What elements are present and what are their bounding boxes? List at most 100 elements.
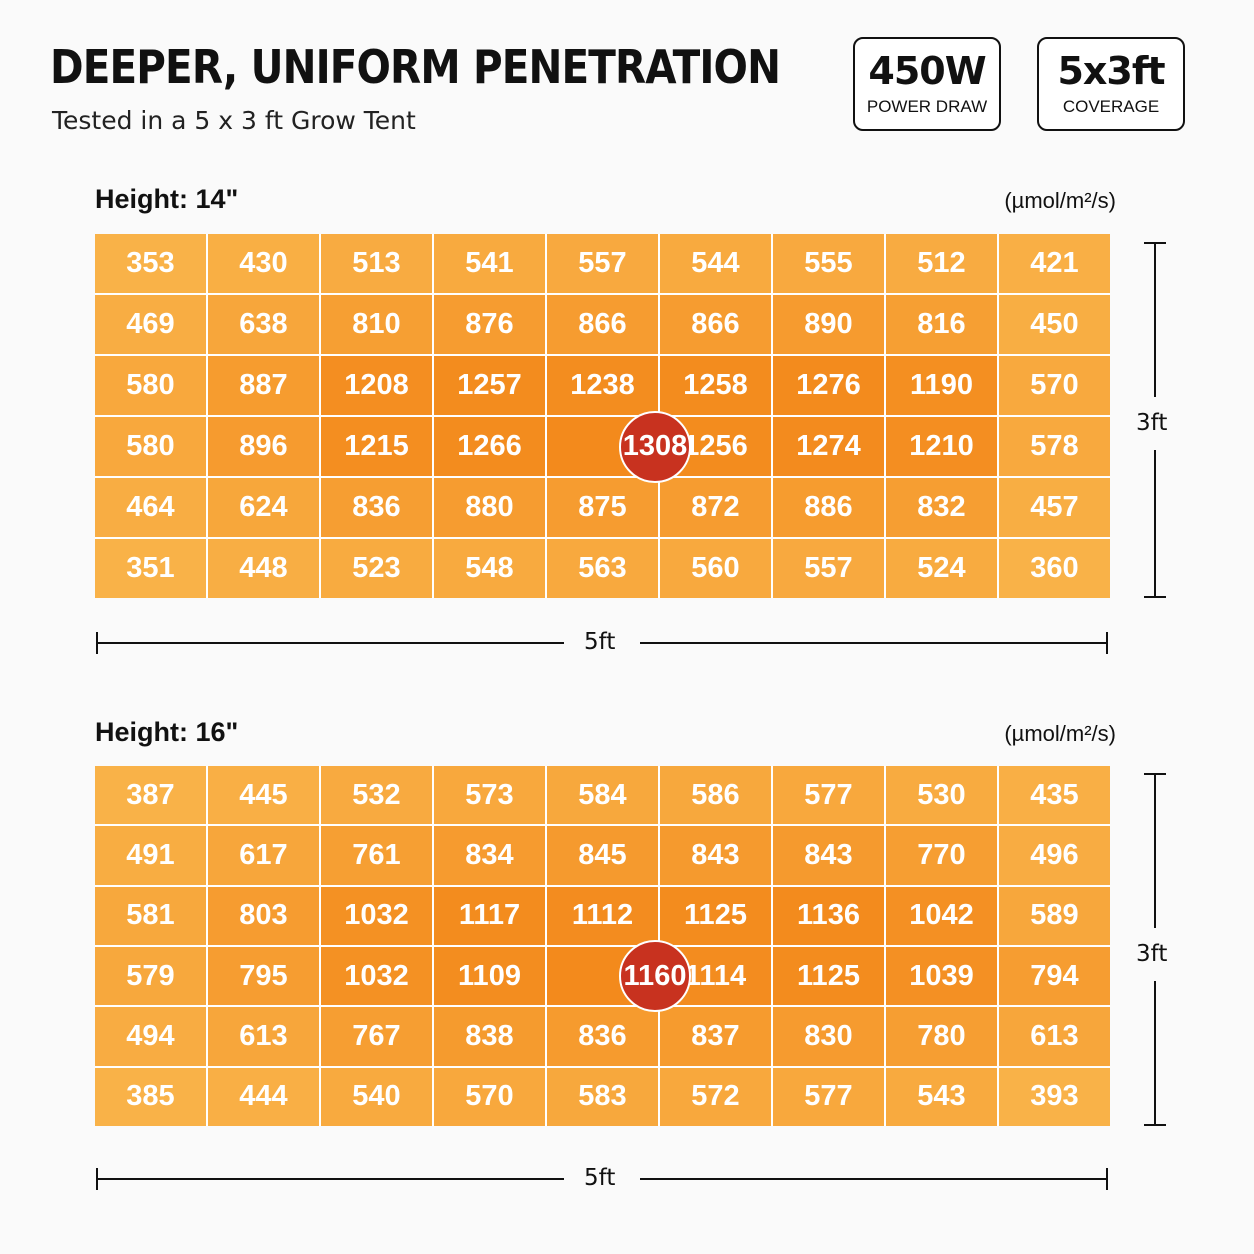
dimension-line: [1154, 450, 1156, 598]
cell-value: 513: [352, 247, 401, 279]
dimension-cap: [1144, 596, 1166, 598]
heatmap-cell: 886: [773, 478, 884, 537]
power-draw-value: 450W: [868, 49, 986, 93]
cell-value: 1210: [909, 430, 974, 462]
heatmap-cell: 448: [208, 539, 319, 598]
coverage-badge: 5x3ft COVERAGE: [1037, 37, 1185, 131]
heatmap-cell: 890: [773, 295, 884, 354]
heatmap-cell: 803: [208, 886, 319, 945]
cell-value: 543: [917, 1080, 966, 1113]
heatmap-cell: 491: [95, 826, 206, 885]
heatmap-cell: 872: [660, 478, 771, 537]
cell-value: 570: [1030, 369, 1079, 401]
heatmap-cell: 843: [773, 826, 884, 885]
heatmap-cell: 1210: [886, 417, 997, 476]
cell-value: 834: [465, 838, 514, 871]
cell-value: 530: [917, 778, 966, 811]
cell-value: 780: [917, 1019, 966, 1052]
heatmap-cell: 445: [208, 766, 319, 825]
cell-value: 1117: [458, 899, 521, 932]
cell-value: 1032: [344, 899, 409, 932]
coverage-value: 5x3ft: [1057, 49, 1165, 93]
cell-value: 435: [1030, 778, 1079, 811]
heatmap-cell: 579: [95, 946, 206, 1006]
cell-value: 548: [465, 552, 514, 584]
cell-value: 544: [691, 247, 740, 279]
cell-value: 448: [239, 552, 288, 584]
cell-value: 540: [352, 1080, 401, 1113]
cell-value: 830: [804, 1019, 853, 1052]
cell-value: 875: [578, 491, 627, 523]
heatmap-cell: 435: [999, 766, 1110, 825]
cell-value: 1215: [344, 430, 409, 462]
heatmap-cell: 540: [321, 1067, 432, 1126]
cell-value: 880: [465, 491, 514, 523]
depth-label-16: 3ft: [1136, 941, 1168, 967]
cell-value: 1114: [684, 959, 747, 992]
heatmap-cell: 360: [999, 539, 1110, 598]
cell-value: 1190: [910, 369, 973, 401]
heatmap-cell: 494: [95, 1007, 206, 1066]
heatmap-cell: 570: [999, 356, 1110, 415]
heatmap-cell: 469: [95, 295, 206, 354]
cell-value: 469: [126, 308, 175, 340]
cell-value: 573: [465, 778, 514, 811]
cell-value: 1274: [796, 430, 861, 462]
heatmap-cell: 523: [321, 539, 432, 598]
heatmap-cell: 836: [321, 478, 432, 537]
cell-value: 464: [126, 491, 175, 523]
dimension-line: [640, 1178, 1108, 1180]
cell-value: 1039: [909, 959, 974, 992]
cell-value: 445: [239, 778, 288, 811]
heatmap-cell: 613: [999, 1007, 1110, 1066]
heatmap-cell: 572: [660, 1067, 771, 1126]
heatmap-cell: 761: [321, 826, 432, 885]
chart-14-title: Height: 14": [95, 184, 239, 214]
coverage-label: COVERAGE: [1062, 97, 1160, 116]
cell-value: 761: [352, 838, 401, 871]
cell-value: 838: [465, 1019, 514, 1052]
heatmap-cell: 837: [660, 1007, 771, 1066]
dimension-line: [1154, 773, 1156, 928]
cell-value: 589: [1030, 899, 1079, 932]
cell-value: 351: [126, 552, 175, 584]
cell-value: 1109: [458, 959, 521, 992]
cell-value: 886: [804, 491, 853, 523]
heatmap-cell: 1308: [547, 410, 691, 483]
cell-value: 563: [578, 552, 627, 584]
chart-16-title: Height: 16": [95, 717, 239, 747]
heatmap-cell: 613: [208, 1007, 319, 1066]
heatmap-cell: 583: [547, 1067, 658, 1126]
heatmap-cell: 570: [434, 1067, 545, 1126]
heatmap-cell: 876: [434, 295, 545, 354]
heatmap-cell: 1276: [773, 356, 884, 415]
cell-value: 557: [804, 552, 853, 584]
heatmap-cell: 880: [434, 478, 545, 537]
cell-value: 430: [239, 247, 288, 279]
cell-value: 872: [691, 491, 740, 523]
heatmap-cell: 1117: [434, 886, 545, 945]
cell-value: 512: [917, 247, 966, 279]
peak-value-marker: 1308: [619, 410, 691, 483]
heatmap-cell: 563: [547, 539, 658, 598]
cell-value: 1258: [683, 369, 748, 401]
cell-value: 583: [578, 1080, 627, 1113]
heatmap-cell: 1112: [547, 886, 658, 945]
cell-value: 1276: [796, 369, 861, 401]
dimension-line: [96, 1178, 564, 1180]
depth-dimension-16: [1144, 773, 1166, 1126]
cell-value: 1032: [344, 959, 409, 992]
cell-value: 494: [126, 1019, 175, 1052]
heatmap-cell: 617: [208, 826, 319, 885]
cell-value: 866: [578, 308, 627, 340]
cell-value: 579: [126, 959, 175, 992]
heatmap-cell: 560: [660, 539, 771, 598]
heatmap-cell: 816: [886, 295, 997, 354]
cell-value: 560: [691, 552, 740, 584]
cell-value: 450: [1030, 308, 1079, 340]
heatmap-cell: 577: [773, 766, 884, 825]
dimension-line: [640, 642, 1108, 644]
heatmap-cell: 1238: [547, 356, 658, 415]
heatmap-cell: 875: [547, 478, 658, 537]
heatmap-cell: 638: [208, 295, 319, 354]
